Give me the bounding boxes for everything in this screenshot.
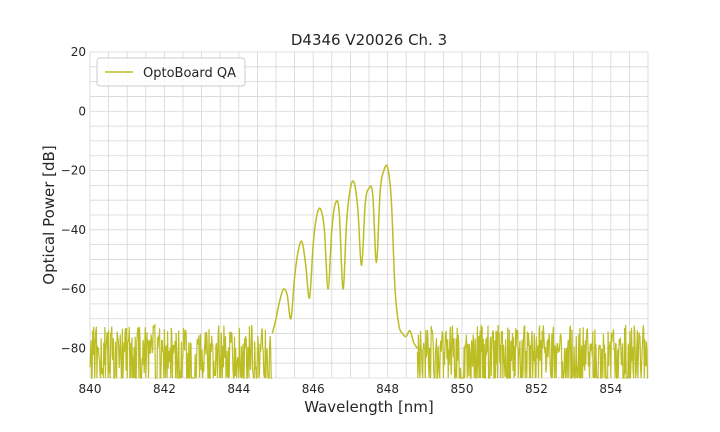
x-tick-label: 848 <box>376 382 399 396</box>
y-tick-label: −60 <box>61 282 86 296</box>
tick-labels: 840 842 844 846 848 850 852 854 −80 −60 −40 −20 0 20 <box>61 45 623 396</box>
y-tick-label: 0 <box>78 104 86 118</box>
x-tick-label: 846 <box>302 382 325 396</box>
series-layer <box>89 164 649 379</box>
series-line-noise-left <box>89 323 273 379</box>
y-tick-label: 20 <box>71 45 86 59</box>
x-tick-label: 852 <box>525 382 548 396</box>
y-tick-label: −40 <box>61 223 86 237</box>
grid <box>89 51 649 379</box>
chart-title: D4346 V20026 Ch. 3 <box>291 31 447 49</box>
legend: OptoBoard QA <box>96 57 246 87</box>
legend-label-optoboard-qa: OptoBoard QA <box>143 66 236 81</box>
x-tick-label: 850 <box>451 382 474 396</box>
x-tick-label: 844 <box>227 382 250 396</box>
series-line-noise-right <box>416 324 649 379</box>
x-axis-label: Wavelength [nm] <box>304 398 434 416</box>
x-tick-label: 840 <box>79 382 102 396</box>
legend-box <box>96 57 246 87</box>
x-tick-label: 842 <box>153 382 176 396</box>
series-line-optoboard-qa <box>271 164 419 349</box>
y-axis-label: Optical Power [dB] <box>40 145 58 284</box>
y-tick-label: −80 <box>61 341 86 355</box>
x-tick-label: 854 <box>599 382 622 396</box>
y-tick-label: −20 <box>61 164 86 178</box>
